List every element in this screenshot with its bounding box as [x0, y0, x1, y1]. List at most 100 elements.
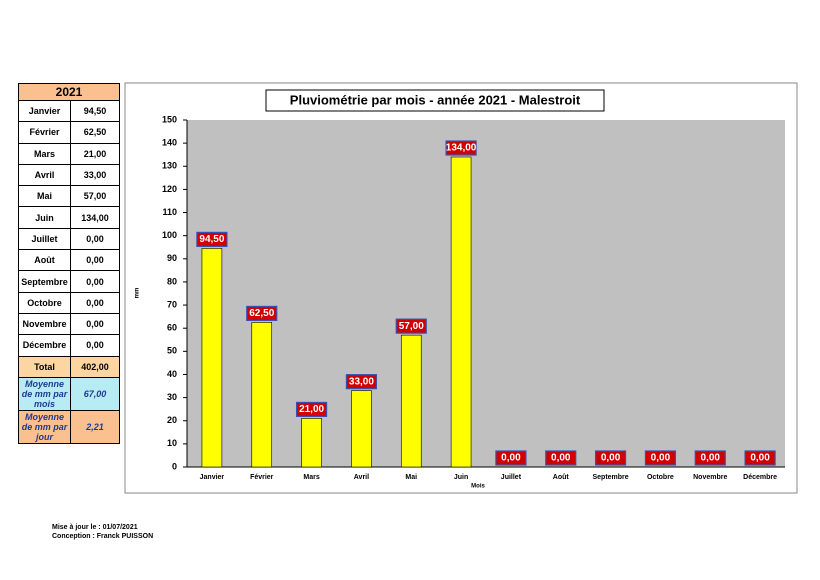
table-cell: Juillet — [18, 227, 71, 251]
table-cell: 0,00 — [70, 227, 120, 251]
value-label-box — [644, 450, 677, 466]
value-label: 21,00 — [299, 404, 324, 415]
value-label-box — [345, 374, 378, 390]
table-cell: 33,00 — [70, 163, 120, 187]
table-row: Août 0,00 — [18, 249, 120, 272]
y-tick-label: 70 — [167, 299, 177, 309]
y-tick-label: 120 — [162, 184, 177, 194]
table-cell: 0,00 — [70, 291, 120, 314]
value-label-box — [295, 401, 328, 418]
table-cell: 0,00 — [70, 312, 120, 336]
x-tick-label: Août — [553, 474, 570, 481]
value-label: 33,00 — [349, 376, 374, 387]
table-cell: 0,00 — [70, 270, 120, 293]
table-row: Avril 33,00 — [18, 163, 120, 187]
table-cell: Décembre — [18, 334, 71, 357]
table-cell: Juin — [18, 206, 71, 229]
value-label-box — [445, 140, 477, 156]
y-tick-label: 140 — [162, 138, 177, 148]
y-tick-label: 60 — [167, 323, 177, 333]
value-label: 134,00 — [446, 143, 477, 154]
table-row: Juillet 0,00 — [18, 227, 120, 251]
x-tick-label: Novembre — [693, 474, 727, 481]
value-label: 94,50 — [199, 234, 224, 245]
table-cell: 134,00 — [70, 206, 120, 229]
value-label-box — [196, 231, 228, 247]
table-cell: Moyenne de mm par jour — [18, 409, 71, 444]
table-cell: 67,00 — [70, 376, 120, 411]
bar — [201, 248, 223, 468]
table-cell: 21,00 — [70, 142, 120, 165]
table-row: Décembre 0,00 — [18, 334, 120, 357]
x-tick-label: Décembre — [743, 474, 777, 481]
x-tick-label: Mai — [405, 474, 417, 481]
x-tick-label: Septembre — [592, 474, 628, 481]
table-row: Moyenne de mm par mois 67,00 — [18, 376, 120, 411]
table-row: Moyenne de mm par jour 2,21 — [18, 409, 120, 444]
table-row: Mai 57,00 — [18, 185, 120, 208]
y-tick-label: 150 — [162, 114, 177, 124]
value-label: 0,00 — [750, 453, 770, 464]
table-cell: 402,00 — [70, 355, 120, 378]
table-cell: 2021 — [18, 83, 120, 101]
value-label: 62,50 — [249, 308, 274, 319]
table-row: 2021 — [18, 83, 120, 101]
table-cell: 2,21 — [70, 409, 120, 444]
value-label-box — [694, 450, 726, 466]
x-tick-label: Janvier — [200, 474, 225, 481]
footer-updated: Mise à jour le : 01/07/2021 — [52, 524, 138, 531]
y-tick-label: 40 — [167, 369, 177, 379]
y-axis-label: mm — [135, 288, 141, 299]
value-label: 0,00 — [651, 453, 671, 464]
table-cell: Août — [18, 249, 71, 272]
value-label: 0,00 — [551, 453, 571, 464]
chart-title: Pluviométrie par mois - année 2021 - Mal… — [290, 92, 581, 107]
data-table: 2021 Janvier 94,50 Février 62,50 Mars 21,00 Avr… — [18, 83, 120, 444]
title-box — [265, 89, 605, 112]
table-row: Mars 21,00 — [18, 142, 120, 165]
table-row: Total 402,00 — [18, 355, 120, 378]
table-row: Septembre 0,00 — [18, 270, 120, 293]
table-cell: Novembre — [18, 312, 71, 336]
y-tick-label: 0 — [172, 461, 177, 471]
y-tick-label: 110 — [162, 207, 177, 217]
x-tick-label: Juillet — [501, 474, 522, 481]
y-tick-label: 50 — [167, 346, 177, 356]
table-row: Janvier 94,50 — [18, 99, 120, 123]
value-label: 0,00 — [501, 453, 521, 464]
y-tick-label: 90 — [167, 253, 177, 263]
value-label-box — [246, 305, 278, 322]
bar — [450, 156, 472, 468]
table-cell: 62,50 — [70, 121, 120, 144]
x-tick-label: Mars — [303, 474, 319, 481]
table-cell: Mai — [18, 185, 71, 208]
y-tick-label: 10 — [167, 438, 177, 448]
bar — [301, 418, 322, 468]
bar — [400, 334, 422, 468]
table-cell: Octobre — [18, 291, 71, 314]
table-cell: 57,00 — [70, 185, 120, 208]
table-cell: Avril — [18, 163, 71, 187]
y-tick-label: 20 — [167, 415, 177, 425]
table-cell: 0,00 — [70, 334, 120, 357]
value-label-box — [545, 450, 577, 466]
bar — [351, 390, 372, 468]
value-label: 0,00 — [701, 453, 721, 464]
x-tick-label: Avril — [354, 474, 369, 481]
table-cell: Janvier — [18, 99, 71, 123]
y-tick-label: 80 — [167, 276, 177, 286]
table-cell: Février — [18, 121, 71, 144]
table-row: Octobre 0,00 — [18, 291, 120, 314]
table-row: Février 62,50 — [18, 121, 120, 144]
value-label-box — [594, 450, 627, 466]
y-tick-label: 130 — [162, 161, 177, 171]
table-cell: Mars — [18, 142, 71, 165]
x-tick-label: Octobre — [647, 474, 674, 481]
y-tick-label: 30 — [167, 392, 177, 402]
table-cell: 94,50 — [70, 99, 120, 123]
table-cell: Septembre — [18, 270, 71, 293]
plot-area — [187, 120, 785, 467]
table-cell: Total — [18, 355, 71, 378]
